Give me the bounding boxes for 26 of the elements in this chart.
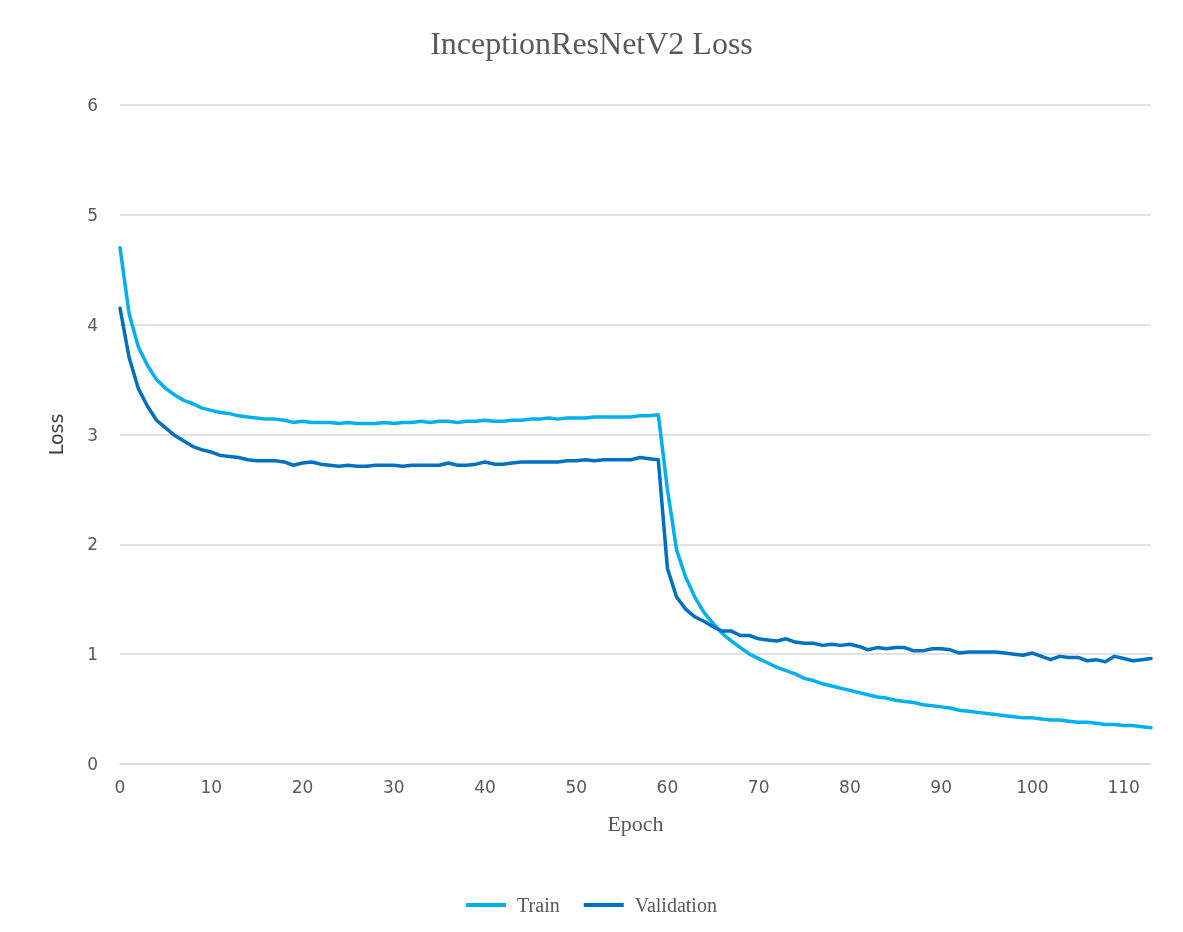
x-tick-label: 110	[1107, 776, 1140, 797]
x-tick-label: 0	[114, 776, 126, 797]
y-tick-label: 4	[87, 314, 98, 335]
y-tick-label: 3	[87, 424, 98, 445]
x-tick-label: 70	[747, 776, 770, 797]
x-tick-label: 50	[565, 776, 588, 797]
x-axis-title: Epoch	[607, 810, 664, 836]
chart-title: InceptionResNetV2 Loss	[430, 25, 753, 61]
x-tick-label: 30	[382, 776, 405, 797]
y-tick-label: 5	[87, 204, 98, 225]
y-tick-label: 2	[87, 534, 98, 555]
x-tick-label: 40	[474, 776, 496, 797]
x-tick-label: 60	[656, 776, 679, 797]
y-tick-label: 6	[87, 95, 98, 115]
line-series	[118, 306, 1153, 664]
legend-label: Train	[517, 894, 560, 916]
line-series	[118, 246, 1153, 730]
y-tick-label: 1	[87, 644, 98, 665]
x-tick-label: 80	[839, 776, 861, 797]
legend-label: Validation	[634, 894, 717, 916]
x-tick-label: 10	[200, 776, 223, 797]
y-axis-title: Loss	[44, 413, 67, 456]
x-tick-label: 100	[1016, 776, 1049, 797]
y-tick-label: 0	[87, 754, 98, 774]
x-tick-label: 20	[291, 776, 314, 797]
x-tick-label: 90	[930, 776, 952, 797]
